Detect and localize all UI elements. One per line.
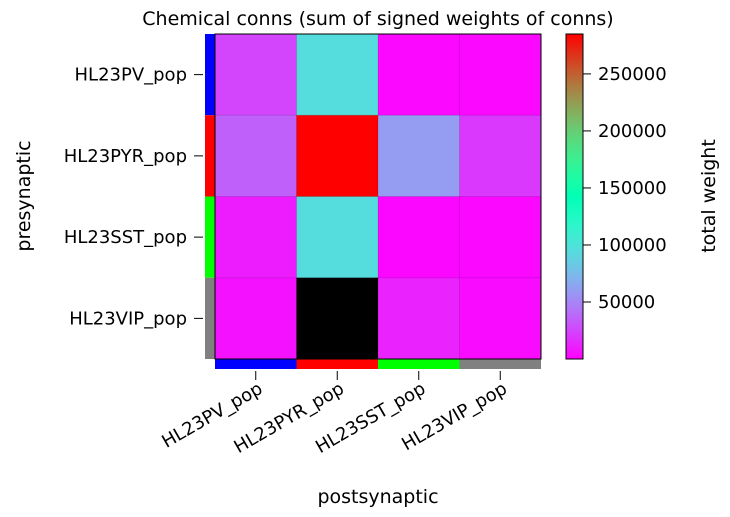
heatmap-cell xyxy=(459,34,542,116)
row-strip-segment xyxy=(205,277,215,359)
column-population-strip xyxy=(215,359,541,369)
heatmap-cells xyxy=(215,34,542,360)
heatmap-cell xyxy=(378,277,460,360)
colorbar-tick-label: 100000 xyxy=(598,235,667,256)
y-tick-label: HL23PV_pop xyxy=(75,65,188,86)
y-axis-label: presynaptic xyxy=(13,140,35,251)
heatmap-cell xyxy=(296,196,379,279)
heatmap-cell xyxy=(215,115,297,197)
heatmap-cell xyxy=(215,34,297,116)
colorbar-ticks: 50000 100000 150000 200000 250000 xyxy=(583,64,667,313)
colorbar-tick-label: 250000 xyxy=(598,64,667,85)
y-axis: HL23PV_pop HL23PYR_pop HL23SST_pop HL23VIP_… xyxy=(64,65,203,329)
colorbar-tick-label: 200000 xyxy=(598,121,667,142)
y-tick-label: HL23PYR_pop xyxy=(64,146,187,167)
row-strip-segment xyxy=(205,196,215,278)
col-strip-segment xyxy=(296,359,378,369)
y-tick-label: HL23VIP_pop xyxy=(69,308,187,329)
row-strip-segment xyxy=(205,34,215,116)
heatmap-cell xyxy=(296,115,379,197)
heatmap-cell xyxy=(459,115,542,197)
col-strip-segment xyxy=(378,359,460,369)
col-strip-segment xyxy=(459,359,541,369)
colorbar-label: total weight xyxy=(698,139,720,253)
colorbar-tick-label: 50000 xyxy=(598,292,655,313)
x-axis-label: postsynaptic xyxy=(317,486,438,508)
row-strip-segment xyxy=(205,115,215,197)
heatmap-cell xyxy=(296,34,379,116)
colorbar xyxy=(565,33,584,360)
heatmap-cell xyxy=(378,196,460,279)
y-tick-label: HL23SST_pop xyxy=(64,227,187,248)
heatmap-cell xyxy=(215,196,297,279)
col-strip-segment xyxy=(215,359,297,369)
heatmap-cell xyxy=(215,277,297,360)
plot-frame xyxy=(214,33,542,360)
heatmap-cell xyxy=(378,115,460,197)
heatmap-cell xyxy=(378,34,460,116)
heatmap-cell xyxy=(296,277,379,360)
x-axis: HL23PV_popHL23PYR_popHL23SST_popHL23VIP_… xyxy=(158,371,511,458)
colorbar-tick-label: 150000 xyxy=(598,178,667,199)
heatmap-cell xyxy=(459,277,542,360)
row-population-strip xyxy=(205,34,215,359)
chart-title: Chemical conns (sum of signed weights of… xyxy=(142,8,613,30)
heatmap-cell xyxy=(459,196,542,279)
